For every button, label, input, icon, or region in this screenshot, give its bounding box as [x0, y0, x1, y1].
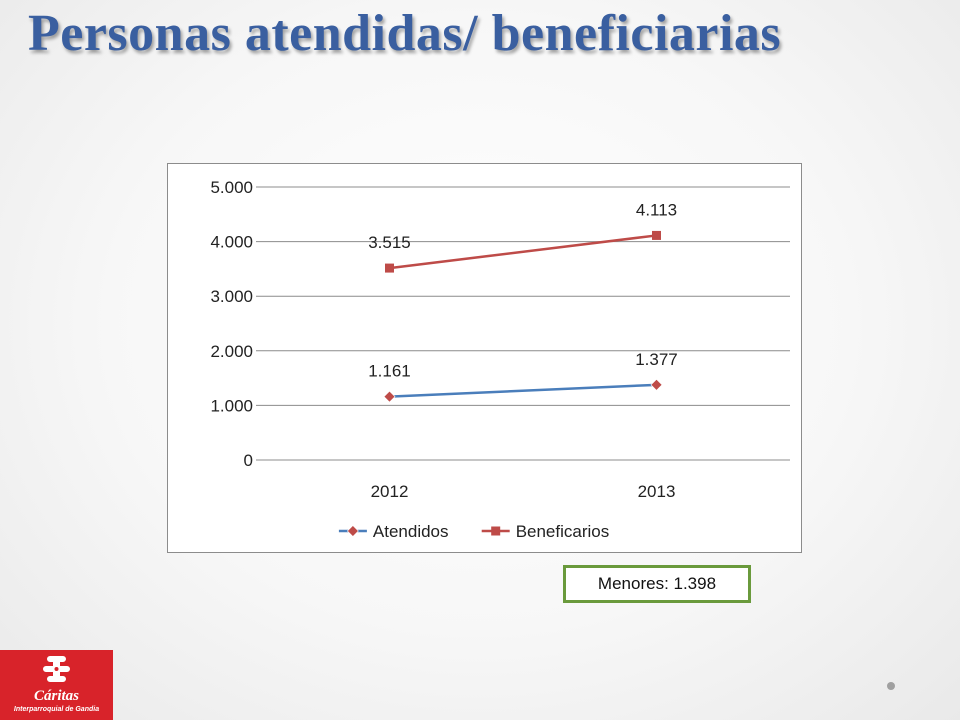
menores-callout: Menores: 1.398	[563, 565, 751, 603]
series-line	[389, 234, 657, 270]
line-chart: 0 1.000 2.000 3.000 4.000 5.000 2012 2013 1.161 1…	[167, 163, 802, 553]
legend-label: Beneficarios	[516, 522, 610, 541]
data-point-marker	[346, 525, 359, 537]
y-tick-label: 4.000	[210, 233, 253, 252]
slide-title: Personas atendidas/ beneficiarias	[28, 5, 782, 62]
y-tick-label: 0	[244, 451, 253, 470]
y-tick-label: 1.000	[210, 396, 253, 415]
data-label: 4.113	[636, 200, 677, 219]
series-line	[389, 383, 657, 398]
data-point-marker	[650, 378, 663, 391]
data-point-marker	[491, 526, 501, 536]
caritas-logo: Cáritas Interparroquial de Gandia	[0, 650, 113, 720]
data-point-marker	[652, 230, 661, 240]
y-tick-label: 3.000	[210, 287, 253, 306]
caritas-cross-icon	[43, 656, 70, 682]
slide-indicator-dot	[887, 682, 895, 690]
data-label: 3.515	[368, 233, 411, 252]
y-tick-label: 2.000	[210, 342, 253, 361]
data-label: 1.161	[368, 362, 411, 381]
logo-subtitle: Interparroquial de Gandia	[13, 706, 100, 713]
data-point-marker	[383, 390, 396, 403]
chart-svg: 0 1.000 2.000 3.000 4.000 5.000 2012 2013 1.161 1…	[210, 178, 790, 541]
x-tick-label: 2013	[638, 482, 676, 501]
data-label: 1.377	[635, 350, 678, 369]
y-tick-label: 5.000	[210, 178, 253, 197]
legend-label: Atendidos	[373, 522, 449, 541]
x-tick-label: 2012	[371, 482, 409, 501]
logo-name: Cáritas	[33, 688, 79, 704]
data-point-marker	[385, 263, 394, 273]
